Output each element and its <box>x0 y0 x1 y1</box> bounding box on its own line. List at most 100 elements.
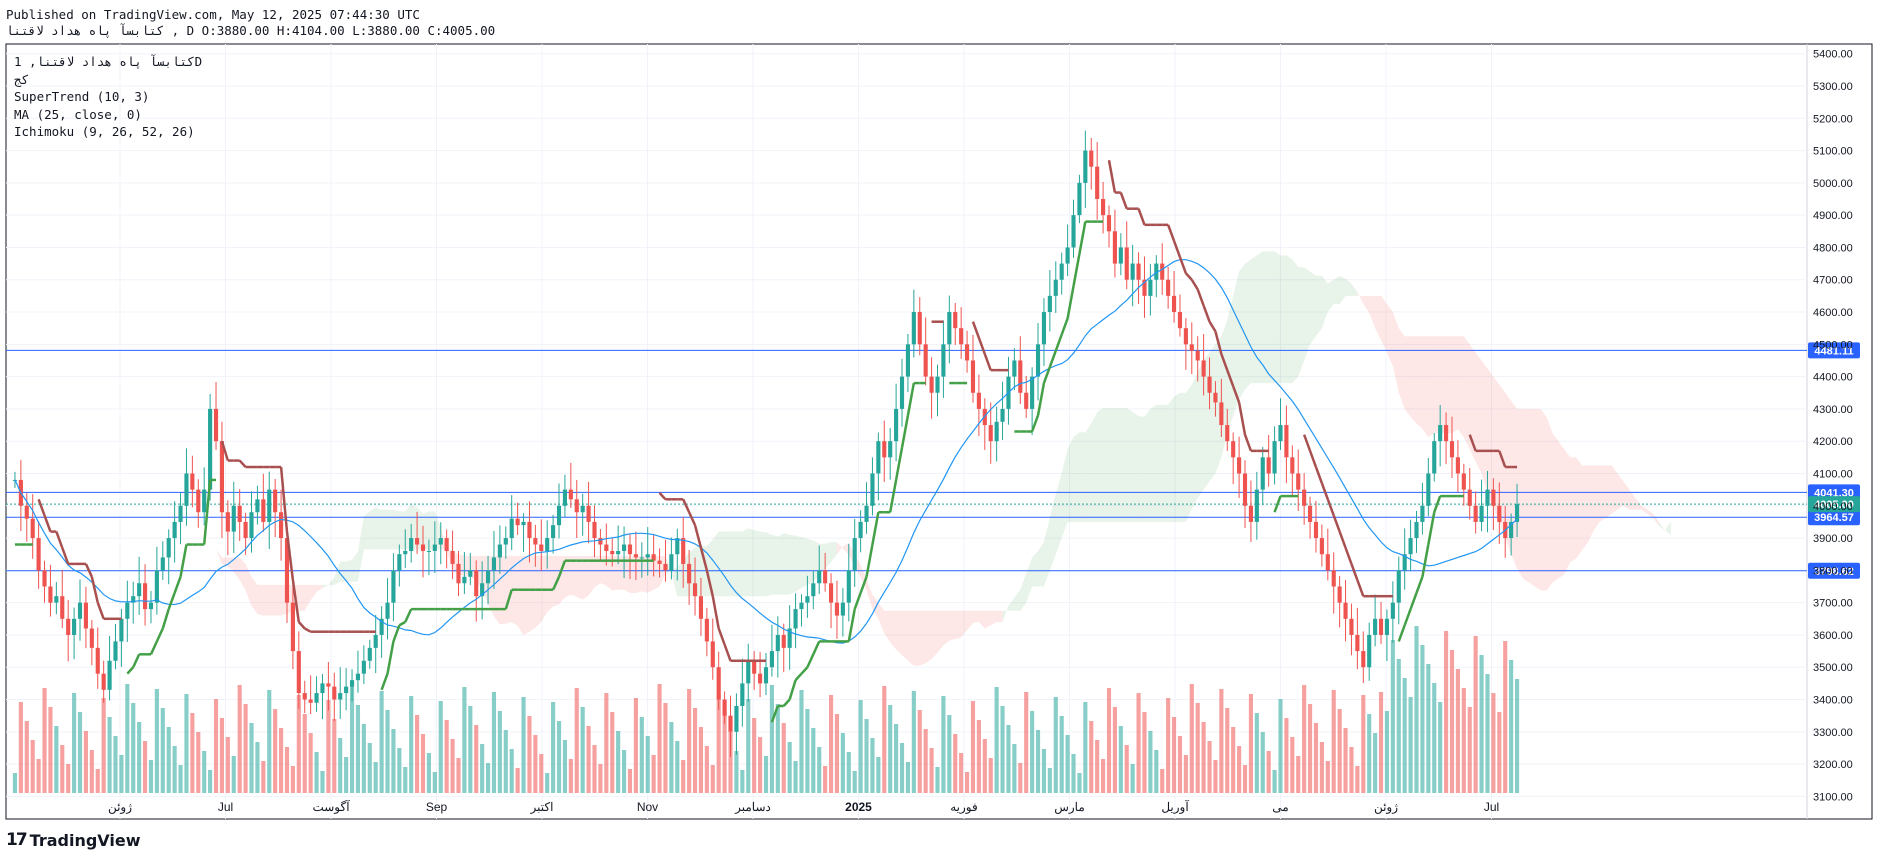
volume-bar <box>722 713 727 793</box>
cloud-segment <box>1310 271 1316 345</box>
candle-body <box>923 344 928 377</box>
cloud-segment <box>1434 336 1441 434</box>
volume-bar <box>1242 765 1248 793</box>
candle-body <box>444 538 449 551</box>
legend-ma[interactable]: MA (25, close, 0) <box>14 106 142 122</box>
supertrend-segment <box>977 337 986 355</box>
volume-bar <box>1384 711 1390 793</box>
candle-body <box>1260 457 1265 490</box>
volume-bar <box>1420 645 1425 793</box>
volume-bar <box>1479 655 1484 793</box>
volume-bar <box>976 720 981 793</box>
candle-body <box>793 609 798 629</box>
price-axis[interactable]: 3100.00 3200.00 3300.00 3400.00 3500.00 3600.… <box>1813 49 1853 804</box>
candle-body <box>148 602 154 610</box>
volume-bar <box>799 690 804 793</box>
cloud-segment <box>1327 279 1334 313</box>
volume-bar <box>1290 737 1295 793</box>
volume-bar <box>1491 693 1496 793</box>
volume-bar <box>527 716 532 793</box>
cloud-segment <box>919 610 926 666</box>
candle-body <box>1112 231 1117 264</box>
candle-body <box>1118 247 1123 264</box>
y-tick-label: 4300.00 <box>1813 404 1853 416</box>
cloud-segment <box>1570 457 1577 563</box>
cloud-segment <box>1641 505 1648 514</box>
price-level-label: 3798.62 <box>1814 566 1854 578</box>
cloud-segment <box>1114 408 1121 522</box>
candle-body <box>1449 441 1455 458</box>
volume-bar <box>1349 747 1354 793</box>
legend-ichimoku[interactable]: Ichimoku (9, 26, 52, 26) <box>14 124 195 140</box>
candle-body <box>1272 441 1277 474</box>
volume-bar <box>645 736 650 793</box>
cloud-segment <box>298 584 305 611</box>
cloud-segment <box>428 511 435 550</box>
legend-symbol[interactable]: کتابسآ پاه هداد لاقتنا, 1D <box>14 54 203 69</box>
candles <box>12 130 1520 757</box>
volume-bar <box>1112 707 1117 793</box>
volume-bar <box>669 722 674 793</box>
candle-body <box>1278 425 1283 442</box>
candle-body <box>1030 376 1035 409</box>
legend-supertrend[interactable]: SuperTrend (10, 3) <box>14 89 150 105</box>
candle-body <box>1378 618 1384 635</box>
cloud-segment <box>1558 441 1565 579</box>
volume-bar <box>1373 733 1378 793</box>
volume-bar <box>1083 702 1088 793</box>
supertrend-segment <box>1302 434 1312 452</box>
x-tick-label: Jul <box>218 800 233 814</box>
candle-body <box>959 328 964 345</box>
volume-bar <box>1047 768 1052 793</box>
cloud-segment <box>168 479 175 493</box>
cloud-segment <box>1097 408 1104 522</box>
y-tick-label: 3400.00 <box>1813 695 1853 707</box>
volume-bar <box>551 702 556 793</box>
volume-bar <box>166 727 171 793</box>
time-axis[interactable]: ژوئن Jul آگوست Sep اکتبر Nov دسامبر 2025 فوریه ما… <box>108 799 1499 814</box>
candle-body <box>426 550 431 552</box>
cloud-segment <box>890 610 897 650</box>
candle-body <box>1432 441 1437 474</box>
volume-bar <box>1213 760 1218 793</box>
x-tick-label: می <box>1272 800 1288 814</box>
candle-body <box>184 473 189 506</box>
candle-body <box>1479 505 1484 522</box>
cloud-segment <box>1043 517 1050 587</box>
candle-body <box>574 499 579 513</box>
candle-body <box>1248 505 1253 522</box>
candle-body <box>811 583 816 597</box>
volume-bar <box>1485 674 1490 793</box>
y-tick-label: 4500.00 <box>1813 339 1853 351</box>
candle-body <box>610 550 615 555</box>
candle-body <box>1231 441 1236 458</box>
volume-bar <box>107 717 112 793</box>
volume-bar <box>929 748 934 793</box>
supertrend-segment <box>1048 350 1057 368</box>
volume-bar <box>1272 770 1277 793</box>
candle-body <box>728 715 733 732</box>
candle-body <box>1467 489 1472 506</box>
supertrend-segment <box>155 627 164 642</box>
candle-body <box>95 647 100 674</box>
cloud-segment <box>1304 267 1311 361</box>
volume-bar <box>462 687 467 793</box>
candle-body <box>208 408 213 490</box>
cloud-segment <box>340 561 347 582</box>
cloud-segment <box>961 610 968 638</box>
volume-bar <box>1059 716 1064 793</box>
volume-bar <box>261 761 266 793</box>
tradingview-brand[interactable]: 17 TradingView <box>6 830 141 850</box>
volume-bar <box>497 711 502 793</box>
cloud-segment <box>902 610 908 661</box>
cloud-segment <box>1274 251 1281 384</box>
volume-bar <box>1166 698 1171 793</box>
y-tick-label: 3300.00 <box>1813 727 1853 739</box>
cloud-segment <box>1061 449 1068 539</box>
candle-body <box>533 538 538 545</box>
candle-body <box>675 538 680 555</box>
cloud-segment <box>198 533 205 542</box>
cloud-segment <box>387 509 394 550</box>
